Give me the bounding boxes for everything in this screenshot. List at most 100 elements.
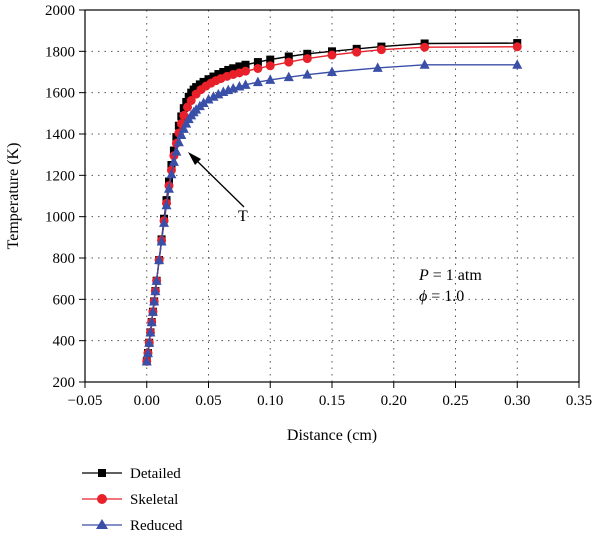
data-point-skeletal [253, 63, 263, 73]
data-point-reduced [145, 326, 156, 337]
data-point-skeletal [420, 42, 430, 52]
legend: Detailed Skeletal Reduced [82, 466, 183, 534]
x-tick-label: 0.25 [442, 393, 468, 409]
x-tick-label: 0.10 [257, 393, 283, 409]
data-point-detailed [229, 64, 238, 73]
legend-marker-detailed [98, 469, 106, 477]
data-point-detailed [199, 77, 208, 86]
data-point-reduced [171, 146, 182, 156]
data-point-reduced [302, 69, 313, 79]
data-point-detailed [172, 133, 181, 142]
data-point-skeletal [183, 102, 193, 112]
data-point-detailed [284, 52, 293, 61]
legend-marker-skeletal [97, 494, 107, 504]
x-tick-label: 0.20 [381, 393, 407, 409]
data-point-detailed [214, 70, 223, 79]
y-tick-label: 1000 [45, 210, 75, 226]
data-point-reduced [265, 74, 276, 84]
data-point-reduced [163, 183, 174, 193]
data-point-reduced [173, 136, 184, 147]
y-tick-label: 400 [53, 334, 76, 350]
condition-pressure: P = 1 atm [418, 267, 482, 284]
y-tick-label: 1200 [45, 168, 75, 184]
grid-lines [85, 10, 579, 382]
data-point-skeletal [512, 42, 522, 52]
legend-item-reduced: Reduced [82, 518, 183, 534]
annotation-arrow-line [192, 156, 245, 208]
data-point-reduced [150, 285, 161, 296]
data-point-skeletal [241, 66, 251, 76]
data-point-reduced [144, 337, 155, 347]
data-point-reduced [166, 168, 177, 179]
y-tick-label: 600 [53, 292, 76, 308]
data-point-reduced [252, 76, 263, 87]
data-point-skeletal [265, 61, 275, 71]
data-point-detailed [235, 62, 244, 71]
x-tick-label: −0.05 [68, 393, 103, 409]
series-line-skeletal [146, 46, 518, 362]
legend-marker-reduced [96, 519, 108, 529]
data-point-detailed [169, 146, 178, 155]
data-point-detailed [224, 65, 233, 74]
data-point-detailed [253, 58, 262, 67]
data-point-reduced [512, 59, 523, 69]
data-point-skeletal [327, 50, 337, 60]
data-point-reduced [149, 295, 160, 306]
plot-frame [84, 9, 580, 383]
data-point-reduced [159, 217, 170, 227]
legend-label-detailed: Detailed [130, 466, 181, 482]
series-reduced [141, 59, 523, 366]
y-tick-label: 1400 [45, 127, 75, 143]
condition-equivalence-ratio: ϕ = 1.0 [419, 288, 464, 305]
x-tick-label: 0.00 [134, 393, 160, 409]
data-point-detailed [204, 75, 213, 84]
data-point-reduced [372, 62, 383, 72]
annotation-arrow-head [188, 152, 201, 165]
data-point-reduced [154, 254, 165, 265]
data-point-detailed [266, 55, 275, 64]
x-tick-label: 0.30 [504, 393, 530, 409]
axis-ticks: −0.05 0.00 0.05 0.10 0.15 0.20 0.25 0.30 0.35 200… [45, 3, 592, 409]
data-point-skeletal [179, 110, 189, 120]
x-tick-label: 0.15 [319, 393, 345, 409]
data-point-reduced [147, 306, 158, 316]
legend-label-skeletal: Skeletal [130, 492, 178, 508]
data-series [141, 39, 523, 366]
data-point-skeletal [302, 54, 312, 64]
data-point-reduced [208, 91, 219, 101]
data-point-reduced [146, 316, 157, 327]
data-point-reduced [240, 79, 251, 89]
data-point-skeletal [186, 96, 196, 106]
y-tick-label: 2000 [45, 3, 75, 19]
y-tick-label: 1600 [45, 86, 75, 102]
y-tick-label: 800 [53, 251, 76, 267]
legend-label-reduced: Reduced [130, 518, 183, 534]
data-point-reduced [178, 123, 189, 133]
data-point-skeletal [284, 57, 294, 67]
data-point-reduced [161, 199, 172, 210]
data-point-reduced [142, 347, 153, 358]
series-skeletal [142, 42, 522, 366]
legend-item-skeletal: Skeletal [82, 492, 178, 508]
data-point-detailed [219, 68, 228, 76]
data-point-reduced [203, 93, 214, 104]
data-point-reduced [176, 129, 187, 140]
data-point-detailed [182, 97, 191, 106]
data-point-reduced [283, 71, 294, 82]
x-axis-title: Distance (cm) [287, 427, 377, 444]
x-tick-label: 0.35 [566, 393, 592, 409]
data-point-detailed [303, 49, 312, 58]
annotation-label-t: T [238, 208, 248, 225]
x-tick-label: 0.05 [195, 393, 221, 409]
y-tick-label: 1800 [45, 44, 75, 60]
data-point-reduced [327, 66, 337, 76]
data-point-skeletal [376, 45, 386, 55]
data-point-skeletal [352, 47, 362, 57]
data-point-reduced [156, 235, 167, 246]
data-point-reduced [419, 59, 430, 69]
data-point-detailed [209, 72, 218, 81]
y-tick-label: 200 [53, 375, 76, 391]
data-point-reduced [168, 156, 179, 166]
data-point-reduced [198, 97, 209, 107]
